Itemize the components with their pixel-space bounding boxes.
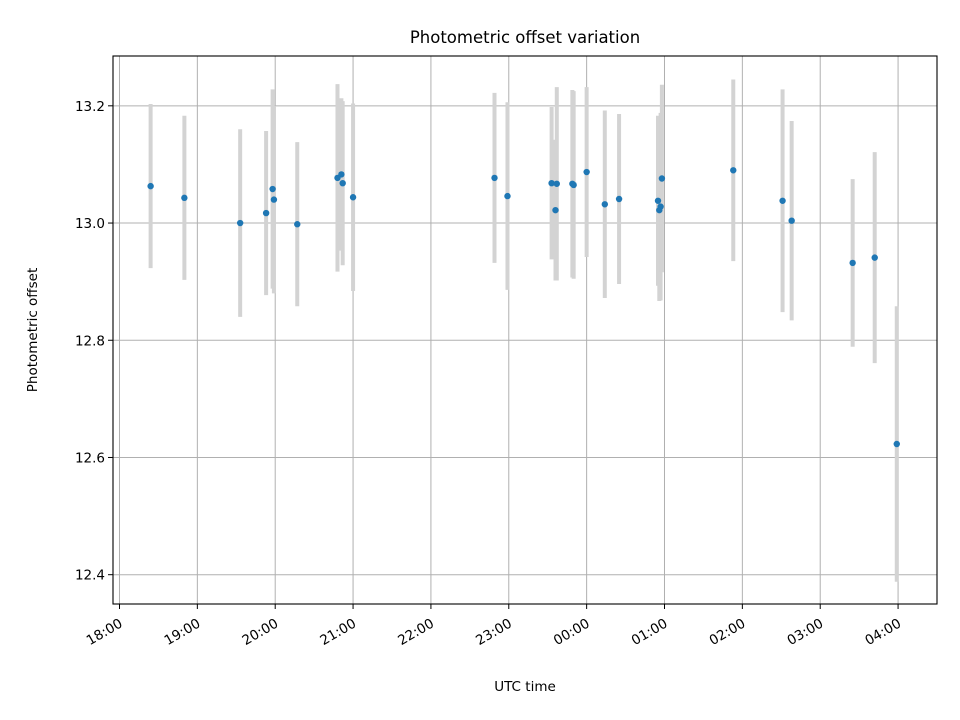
y-tick-label: 12.6	[75, 450, 105, 466]
data-point	[893, 440, 900, 448]
x-tick-label: 20:00	[240, 616, 282, 649]
data-point	[658, 175, 666, 182]
x-tick-label: 04:00	[862, 616, 904, 649]
data-point	[779, 197, 786, 204]
data-point	[504, 192, 511, 200]
x-axis-label: UTC time	[494, 679, 556, 695]
x-tick-label: 21:00	[317, 616, 359, 649]
data-point	[615, 195, 623, 203]
data-point	[338, 171, 345, 178]
y-tick-label: 12.4	[75, 568, 105, 584]
y-tick-label: 13.2	[75, 99, 105, 115]
x-tick-label: 23:00	[473, 616, 515, 649]
data-point	[491, 174, 498, 182]
x-tick-label: 18:00	[84, 616, 126, 649]
y-axis-ticks: 12.4 12.6 12.8 13.0 13.2	[75, 99, 113, 584]
x-tick-label: 01:00	[629, 616, 671, 649]
plot-frame	[112, 55, 938, 605]
data-point	[147, 182, 154, 190]
data-point	[601, 201, 609, 208]
data-point	[339, 179, 346, 187]
data-point	[583, 168, 590, 176]
x-tick-label: 19:00	[162, 616, 204, 649]
y-tick-label: 13.0	[75, 216, 105, 232]
y-tick-label: 12.8	[75, 333, 105, 349]
data-point	[570, 181, 577, 189]
data-point	[270, 196, 278, 203]
x-tick-label: 00:00	[551, 616, 593, 649]
data-points	[147, 167, 900, 448]
data-point	[236, 219, 244, 227]
error-bars	[148, 79, 899, 582]
chart-title: Photometric offset variation	[410, 28, 640, 47]
data-point	[730, 167, 737, 174]
data-point	[181, 194, 188, 202]
data-point	[552, 206, 559, 214]
data-point	[871, 254, 878, 261]
x-tick-label: 02:00	[707, 616, 749, 649]
x-tick-label: 22:00	[395, 616, 437, 649]
data-point	[548, 179, 555, 187]
data-point	[788, 217, 795, 224]
data-point	[294, 221, 301, 228]
data-point	[553, 180, 560, 187]
data-point	[849, 259, 856, 267]
grid	[113, 56, 937, 604]
x-axis-ticks: 18:00 19:00 20:00 21:00 22:00 23:00 00:00 01:00…	[84, 604, 904, 649]
data-point	[349, 194, 357, 201]
y-axis-label: Photometric offset	[25, 268, 41, 392]
data-point	[657, 203, 664, 210]
data-point	[262, 209, 270, 217]
x-tick-label: 03:00	[785, 616, 827, 649]
data-point	[269, 185, 276, 193]
data-point	[654, 197, 662, 204]
